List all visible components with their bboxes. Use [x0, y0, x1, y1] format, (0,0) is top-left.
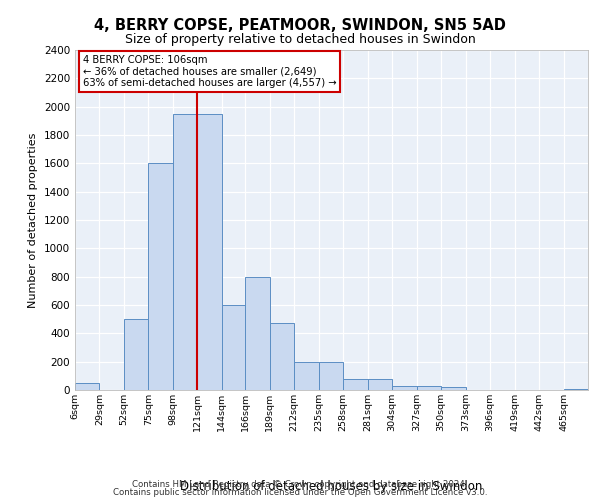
Text: Contains public sector information licensed under the Open Government Licence v3: Contains public sector information licen… [113, 488, 487, 497]
Bar [368, 378, 392, 390]
Text: 4, BERRY COPSE, PEATMOOR, SWINDON, SN5 5AD: 4, BERRY COPSE, PEATMOOR, SWINDON, SN5 5… [94, 18, 506, 32]
Bar [75, 383, 100, 390]
Bar [173, 114, 197, 390]
Y-axis label: Number of detached properties: Number of detached properties [28, 132, 38, 308]
Bar [392, 386, 416, 390]
Bar [343, 378, 368, 390]
Text: 4 BERRY COPSE: 106sqm
← 36% of detached houses are smaller (2,649)
63% of semi-d: 4 BERRY COPSE: 106sqm ← 36% of detached … [83, 55, 337, 88]
Bar [245, 276, 270, 390]
Bar [124, 319, 148, 390]
Bar [294, 362, 319, 390]
Bar [148, 164, 173, 390]
Bar [222, 305, 245, 390]
Bar [441, 387, 466, 390]
Text: Size of property relative to detached houses in Swindon: Size of property relative to detached ho… [125, 32, 475, 46]
X-axis label: Distribution of detached houses by size in Swindon: Distribution of detached houses by size … [181, 480, 482, 493]
Text: Contains HM Land Registry data © Crown copyright and database right 2024.: Contains HM Land Registry data © Crown c… [132, 480, 468, 489]
Bar [197, 114, 222, 390]
Bar [563, 388, 588, 390]
Bar [416, 386, 441, 390]
Bar [270, 322, 294, 390]
Bar [319, 362, 343, 390]
